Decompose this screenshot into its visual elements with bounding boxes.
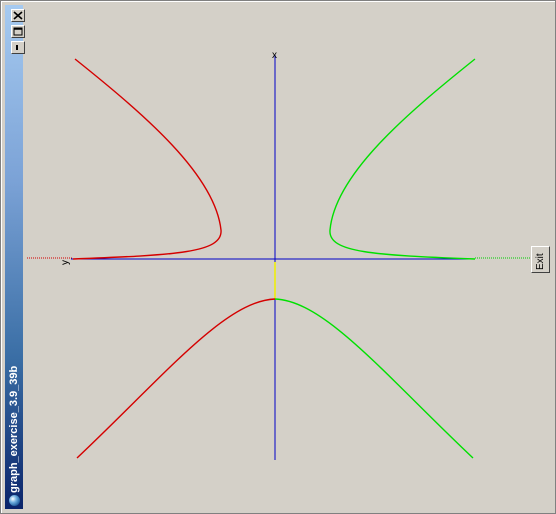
app-icon [9, 495, 20, 506]
lower-right-branch [274, 298, 474, 459]
close-button[interactable] [11, 9, 25, 22]
upper-left-branch [72, 58, 222, 260]
maximize-button[interactable] [11, 25, 25, 38]
title-bar[interactable]: graph_exercise_3.9_39b [5, 5, 25, 509]
vertical-axis-label: x [272, 50, 277, 61]
graph-canvas: x y [27, 50, 530, 460]
horizontal-axis-label: y [60, 260, 71, 265]
lower-left-branch [76, 298, 276, 459]
exit-button-label: Exit [535, 253, 546, 270]
exit-button[interactable]: Exit [531, 246, 550, 273]
window-title: graph_exercise_3.9_39b [8, 365, 20, 493]
minimize-button[interactable] [11, 41, 25, 54]
close-icon [13, 11, 23, 20]
minimize-icon [16, 45, 18, 50]
upper-right-branch [329, 58, 476, 260]
maximize-icon [13, 27, 23, 36]
